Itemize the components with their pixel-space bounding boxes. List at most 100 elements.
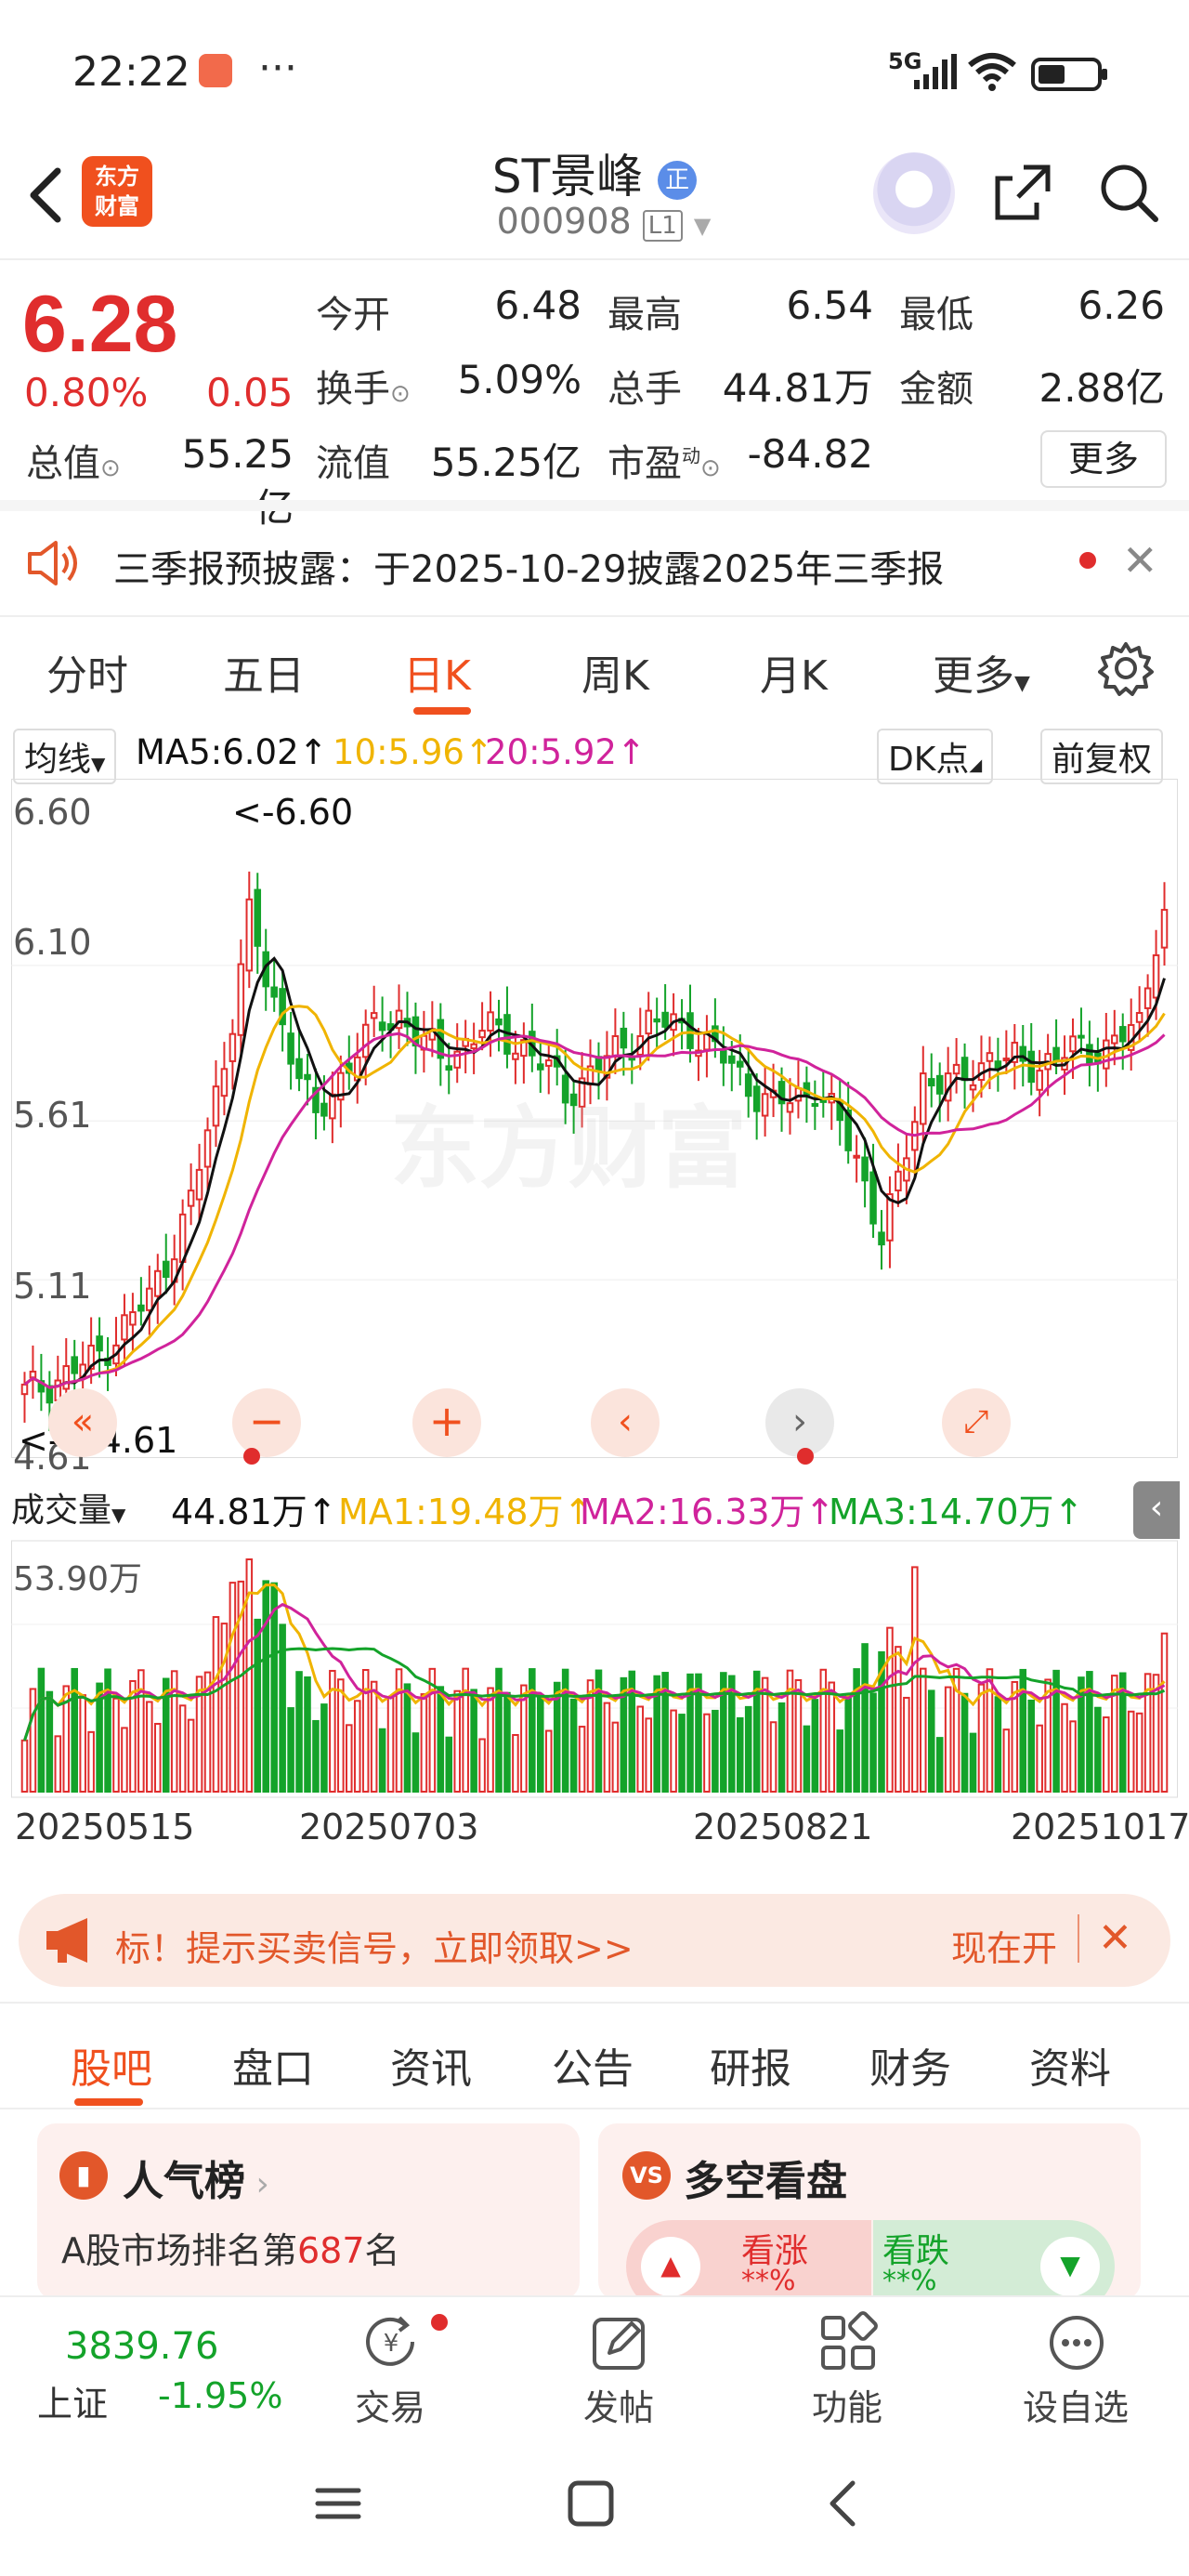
notice-bar[interactable]: 三季报预披露：于2025-10-29披露2025年三季报 ✕ — [0, 509, 1189, 611]
volume-bar-up — [1036, 1724, 1043, 1793]
ai-robot-icon[interactable] — [873, 152, 955, 234]
volume-bar-up — [794, 1678, 803, 1793]
candle-down — [712, 1025, 719, 1043]
volume-bar-up — [645, 1717, 652, 1794]
dk-point-button[interactable]: DK点◢ — [877, 729, 994, 784]
fullscreen-button[interactable]: ⤢ — [942, 1388, 1011, 1457]
tab-intraday[interactable]: 分时 — [46, 652, 128, 700]
signal-promo-banner[interactable]: 标！提示买卖信号，立即领取>> 现在开 ✕ — [19, 1894, 1170, 1987]
move-right-button[interactable]: › — [765, 1388, 834, 1457]
zoom-in-button[interactable]: + — [412, 1388, 481, 1457]
volume-bar-down — [620, 1676, 628, 1793]
ma-selector[interactable]: 均线▼ — [13, 729, 117, 784]
volume-bar-down — [878, 1650, 885, 1793]
volume-bar-up — [79, 1694, 86, 1793]
active-tab-indicator — [74, 2098, 143, 2106]
move-left-button[interactable]: ‹ — [591, 1388, 660, 1457]
tab-stock-forum[interactable]: 股吧 — [71, 2045, 152, 2093]
y-label-4: 5.11 — [13, 1266, 92, 1307]
tab-finance[interactable]: 财务 — [869, 2045, 951, 2093]
volume-bar-up — [578, 1726, 586, 1793]
app-notification-icon — [199, 54, 232, 87]
nav-trade[interactable]: ¥ 交易 — [316, 2310, 464, 2430]
search-icon[interactable] — [1096, 160, 1161, 225]
vol-ma3-line — [23, 1647, 1166, 1741]
kline-chart[interactable]: 6.60 6.10 5.61 5.11 4.61 <-6.60 <----4.6… — [11, 779, 1189, 1875]
volume-bar-down — [1019, 1668, 1027, 1794]
tab-news[interactable]: 资讯 — [390, 2045, 472, 2093]
pe-label[interactable]: 市盈动⊙ — [608, 433, 721, 487]
up-triangle-icon: ▲ — [641, 2237, 700, 2296]
volume-bar-down — [1027, 1699, 1035, 1793]
candle-down — [96, 1335, 103, 1352]
close-icon[interactable]: ✕ — [1098, 1914, 1132, 1962]
volume-selector[interactable]: 成交量▼ — [11, 1483, 125, 1531]
candle-down — [844, 1109, 852, 1151]
tab-weekly-k[interactable]: 周K — [581, 652, 649, 700]
nav-functions[interactable]: 功能 — [773, 2310, 921, 2430]
high-marker: <-6.60 — [232, 792, 354, 833]
tab-more[interactable]: 更多▼ — [933, 642, 1030, 702]
market-cap-label[interactable]: 总值⊙ — [26, 433, 121, 487]
date-label-1: 20250515 — [15, 1807, 195, 1847]
candle-down — [162, 1260, 170, 1279]
turnover-label[interactable]: 换手⊙ — [316, 359, 411, 413]
close-icon[interactable]: ✕ — [1122, 535, 1158, 585]
banner-action[interactable]: 现在开 — [951, 1928, 1058, 1969]
volume-bar-down — [162, 1677, 170, 1794]
grid-icon — [821, 2311, 878, 2370]
volume-bar-down — [661, 1672, 669, 1793]
volume-bar-down — [279, 1623, 286, 1793]
header-divider — [0, 258, 1189, 260]
nav-post[interactable]: 发帖 — [544, 2310, 693, 2430]
stock-title[interactable]: ST景峰 正 — [399, 139, 790, 206]
panel-collapse-button[interactable]: ‹ — [1133, 1481, 1180, 1539]
kline-svg[interactable] — [11, 779, 1178, 1875]
chart-bars-icon: ▮ — [59, 2151, 108, 2200]
index-value[interactable]: 3839.76 — [65, 2325, 219, 2368]
rewind-button[interactable]: « — [48, 1388, 117, 1457]
volume-bar-down — [752, 1670, 761, 1793]
market-cap-value: 55.25亿 — [181, 431, 294, 531]
volume-bar-up — [1069, 1720, 1077, 1794]
tab-five-day[interactable]: 五日 — [223, 652, 305, 700]
zoom-out-button[interactable]: − — [232, 1388, 301, 1457]
more-quote-button[interactable]: 更多 — [1040, 430, 1167, 488]
banner-divider — [1078, 1914, 1079, 1963]
stock-code-row[interactable]: 000908 L1 ▼ — [483, 201, 725, 242]
gear-icon[interactable] — [1098, 640, 1154, 696]
date-label-2: 20250703 — [299, 1807, 479, 1847]
tab-announcements[interactable]: 公告 — [552, 2045, 634, 2093]
menu-icon[interactable] — [312, 2477, 364, 2530]
volume-bar-up — [512, 1733, 519, 1793]
tab-profile[interactable]: 资料 — [1029, 2045, 1111, 2093]
tab-monthly-k[interactable]: 月K — [760, 652, 828, 700]
tab-research[interactable]: 研报 — [710, 2045, 791, 2093]
nav-post-label: 发帖 — [582, 2387, 654, 2428]
bearish-pct: **% — [882, 2265, 937, 2297]
popularity-card[interactable]: ▮ 人气榜 › A股市场排名第687名 — [37, 2123, 580, 2300]
candle-up — [470, 1043, 477, 1050]
volume-bar-down — [495, 1667, 503, 1793]
nav-add-watchlist[interactable]: 设自选 — [1001, 2310, 1150, 2430]
candle-up — [203, 1129, 212, 1168]
bearish-button[interactable]: 看跌 **% ▼ — [873, 2220, 1115, 2300]
adjust-button[interactable]: 前复权 — [1040, 729, 1164, 784]
bullish-button[interactable]: ▲ 看涨 **% — [626, 2220, 871, 2300]
volume-bar-down — [803, 1725, 811, 1793]
share-icon[interactable] — [990, 160, 1055, 225]
volume-bar-down — [960, 1692, 969, 1794]
dk-label: DK点 — [888, 741, 970, 779]
home-square-icon[interactable] — [565, 2477, 617, 2530]
candle-up — [212, 1085, 220, 1127]
volume-bar-up — [62, 1685, 71, 1793]
bull-bear-card[interactable]: VS 多空看盘 ▲ 看涨 **% 看跌 **% ▼ — [598, 2123, 1141, 2300]
change-amount: 0.05 — [206, 370, 294, 415]
volume-bar-down — [312, 1719, 320, 1793]
back-arrow-icon[interactable] — [19, 158, 74, 232]
back-triangle-icon[interactable] — [817, 2477, 869, 2530]
volume-bar-up — [586, 1679, 594, 1793]
tab-order-book[interactable]: 盘口 — [232, 2045, 314, 2093]
ma5-value: MA5:6.02↑ — [136, 732, 328, 772]
tab-daily-k[interactable]: 日K — [403, 652, 471, 700]
